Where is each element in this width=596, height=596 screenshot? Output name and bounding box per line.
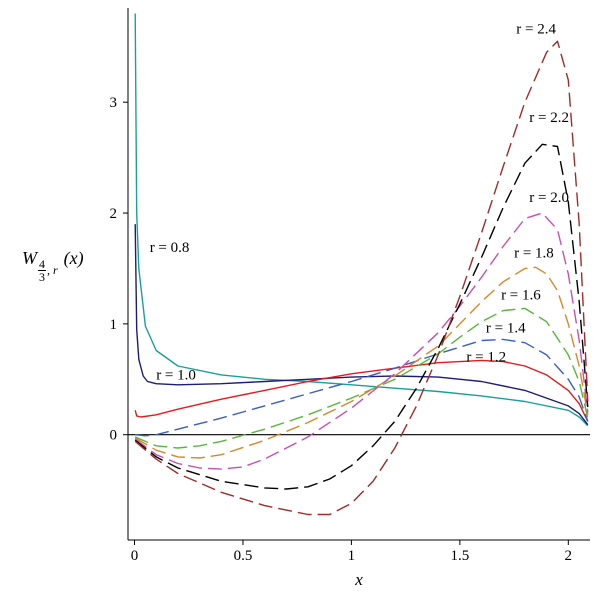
x-tick-label: 1.5 [450, 548, 469, 564]
series-line [134, 40, 589, 516]
series-annotation: r = 0.8 [150, 240, 190, 256]
series-annotation: r = 1.2 [466, 350, 506, 366]
series-annotation: r = 1.8 [514, 245, 554, 261]
series-annotation: r = 2.2 [529, 110, 569, 126]
y-tick-label: 1 [110, 317, 118, 333]
y-label-frac-den: 3 [39, 270, 45, 284]
x-tick-label: 0 [131, 548, 139, 564]
series-line [134, 13, 589, 427]
y-label-sep: , [47, 263, 53, 278]
series-line [135, 338, 589, 437]
series-annotation: r = 1.6 [501, 287, 541, 303]
series-line [134, 143, 589, 490]
series-line [134, 266, 589, 459]
series-line [134, 307, 589, 449]
series-annotation: r = 2.4 [516, 21, 556, 37]
y-label-arg: (x) [63, 248, 84, 269]
y-tick-label: 3 [110, 95, 118, 111]
x-axis-label: x [354, 570, 363, 589]
x-tick-label: 0.5 [234, 548, 253, 564]
y-label-main: W [22, 248, 37, 269]
x-tick-label: 2 [565, 548, 573, 564]
y-label-subvar: r [53, 263, 58, 278]
series-line [134, 212, 589, 470]
series-annotation: r = 1.4 [486, 321, 526, 337]
series-annotation: r = 1.0 [156, 367, 196, 383]
series-annotation: r = 2.0 [529, 190, 569, 206]
y-tick-label: 2 [110, 206, 118, 222]
series-line [134, 359, 589, 422]
y-label-frac-num: 4 [38, 257, 46, 271]
x-tick-label: 1 [348, 548, 356, 564]
y-tick-label: 0 [110, 428, 118, 444]
series-line [134, 224, 589, 426]
